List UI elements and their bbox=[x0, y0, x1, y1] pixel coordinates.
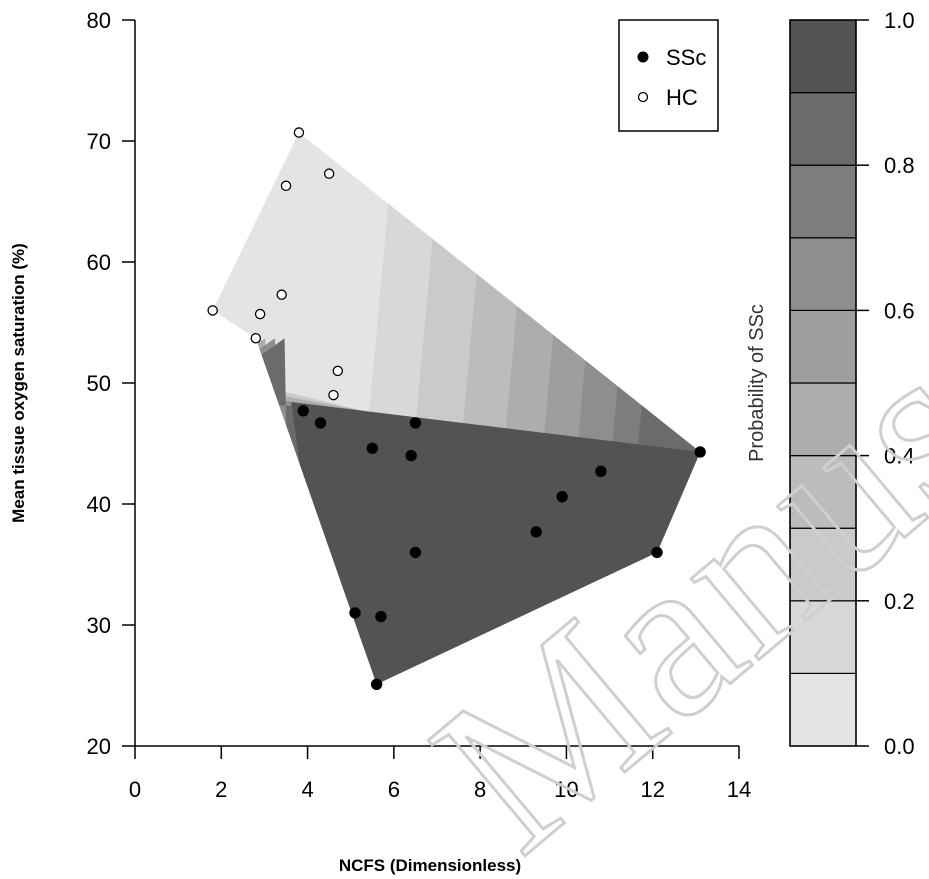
ssc-point bbox=[595, 465, 607, 478]
x-tick-label: 12 bbox=[640, 777, 664, 802]
colorbar-segment bbox=[789, 164, 857, 239]
x-tick-label: 6 bbox=[388, 777, 400, 802]
axes: 0 2 4 6 8 10 12 14 20 30 40 50 60 70 80 bbox=[87, 8, 752, 802]
legend-label-ssc: SSc bbox=[666, 45, 706, 70]
y-tick-label: 40 bbox=[87, 492, 111, 517]
colorbar-tick-label: 0.2 bbox=[884, 589, 915, 614]
ssc-point bbox=[297, 405, 309, 417]
y-tick-label: 70 bbox=[87, 129, 111, 154]
x-tick-label: 0 bbox=[129, 777, 141, 802]
colorbar-segment bbox=[789, 19, 857, 94]
hc-point bbox=[328, 389, 339, 401]
colorbar-tick-label: 0.4 bbox=[884, 444, 915, 469]
colorbar-frame bbox=[789, 19, 857, 747]
x-tick-label: 4 bbox=[301, 777, 313, 802]
colorbar-segment bbox=[789, 309, 857, 384]
colorbar-segment bbox=[789, 237, 857, 312]
ssc-point bbox=[314, 417, 327, 429]
x-tick-label: 8 bbox=[474, 777, 486, 802]
y-axis-label: Mean tissue oxygen saturation (%) bbox=[9, 243, 28, 523]
hc-point bbox=[280, 180, 292, 192]
hc-point bbox=[323, 168, 335, 179]
colorbar-segment bbox=[789, 91, 857, 166]
legend: SSc HC bbox=[618, 19, 719, 132]
colorbar-tick-label: 0.8 bbox=[884, 153, 915, 178]
y-tick-label: 50 bbox=[87, 371, 111, 396]
legend-box bbox=[618, 19, 719, 132]
x-tick-label: 2 bbox=[215, 777, 227, 802]
colorbar-tick-label: 0.6 bbox=[884, 298, 915, 323]
x-tick-label: 10 bbox=[554, 777, 578, 802]
colorbar-tick-label: 0.0 bbox=[884, 734, 915, 759]
ssc-point bbox=[556, 491, 568, 503]
ssc-point bbox=[694, 446, 706, 458]
hc-point bbox=[276, 289, 287, 300]
y-tick-label: 60 bbox=[87, 250, 111, 275]
ssc-point bbox=[366, 442, 378, 455]
ssc-point bbox=[370, 678, 383, 690]
y-tick-label: 30 bbox=[87, 613, 111, 638]
x-axis-label: NCFS (Dimensionless) bbox=[339, 856, 521, 875]
ssc-point bbox=[651, 546, 663, 559]
ssc-point bbox=[349, 607, 361, 619]
ssc-point bbox=[409, 417, 422, 429]
hc-point bbox=[207, 305, 218, 316]
colorbar-tick-label: 1.0 bbox=[884, 8, 915, 33]
colorbar-segment bbox=[789, 455, 857, 529]
ssc-point bbox=[405, 449, 417, 462]
ssc-point bbox=[409, 546, 422, 559]
y-tick-label: 20 bbox=[87, 734, 111, 759]
legend-marker-ssc bbox=[637, 51, 649, 63]
colorbar: 0.0 0.2 0.4 0.6 0.8 1.0 bbox=[789, 8, 915, 759]
hc-point bbox=[254, 308, 266, 320]
colorbar-label: Probability of SSc bbox=[746, 304, 768, 462]
hc-point bbox=[332, 365, 344, 377]
hc-point bbox=[250, 332, 262, 344]
x-tick-label: 14 bbox=[727, 777, 751, 802]
legend-marker-hc bbox=[637, 91, 649, 103]
ssc-point bbox=[375, 610, 387, 623]
y-tick-label: 80 bbox=[87, 8, 111, 33]
ssc-point bbox=[530, 526, 542, 538]
hc-point bbox=[293, 127, 305, 138]
data-points bbox=[207, 127, 706, 690]
legend-label-hc: HC bbox=[666, 85, 698, 110]
